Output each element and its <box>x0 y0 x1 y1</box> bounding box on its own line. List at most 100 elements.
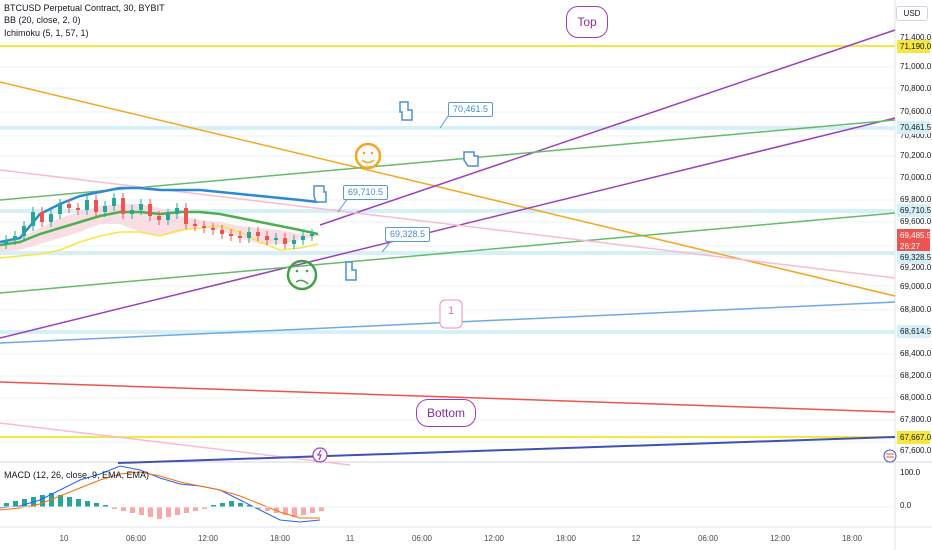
price-tick: 71,000.0 <box>900 62 932 71</box>
macd-histogram-bar <box>157 507 162 519</box>
level-band-70461[interactable] <box>0 126 895 130</box>
macd-histogram-bar <box>22 499 27 507</box>
macd-histogram-bar <box>13 501 18 507</box>
candle <box>22 226 26 236</box>
level-band-68614[interactable] <box>0 330 895 334</box>
hand-pointer-icon <box>313 185 327 203</box>
bb-legend[interactable]: BB (20, close, 2, 0) <box>4 15 81 25</box>
time-tick: 12:00 <box>197 534 219 543</box>
time-tick: 06:00 <box>125 534 147 543</box>
trendline-pink-lower[interactable] <box>0 422 351 466</box>
price-tick: 70,000.0 <box>900 173 932 182</box>
candle <box>49 214 53 222</box>
smiley-orange-icon[interactable] <box>354 142 382 170</box>
candle <box>247 232 251 238</box>
count-marker[interactable] <box>439 299 463 329</box>
candle <box>283 238 287 244</box>
trendline-green-upper[interactable] <box>0 119 896 201</box>
price-tick: 70,600.0 <box>900 107 932 116</box>
macd-histogram-bar <box>292 507 297 517</box>
price-tick: 71,400.0 <box>900 33 932 42</box>
candle <box>193 224 197 226</box>
candlesticks <box>4 193 314 249</box>
time-tick: 18:00 <box>841 534 863 543</box>
macd-histogram-bar <box>121 507 126 511</box>
price-callout-69710[interactable]: 69,710.5 <box>343 185 389 200</box>
candle <box>121 198 125 214</box>
candle <box>274 238 278 240</box>
price-badge-71190: 71,190.0 <box>897 40 931 53</box>
time-tick: 06:00 <box>411 534 433 543</box>
macd-histogram-bar <box>67 497 72 507</box>
trendline-purple-upper[interactable] <box>319 29 896 226</box>
candle <box>238 236 242 238</box>
trend-lines[interactable] <box>0 29 896 466</box>
price-tick: 69,000.0 <box>900 282 932 291</box>
price-badge-70461: 70,461.5 <box>897 121 931 134</box>
confused-face-green-icon[interactable] <box>286 259 318 291</box>
bb-basis <box>0 210 319 247</box>
candle <box>13 236 17 240</box>
trendline-red[interactable] <box>0 381 896 413</box>
trendline-green-lower[interactable] <box>0 212 896 294</box>
ichimoku-legend[interactable]: Ichimoku (5, 1, 57, 1) <box>4 28 89 38</box>
hand-pointer-icon <box>399 101 413 121</box>
flag-icon[interactable] <box>883 449 897 463</box>
candle <box>67 204 71 208</box>
price-tick: 68,200.0 <box>900 371 932 380</box>
time-tick: 11 <box>345 534 355 543</box>
macd-histogram-bar <box>76 499 81 507</box>
hand-pointer-icons[interactable] <box>313 101 479 281</box>
trendline-purple-lower[interactable] <box>0 117 896 339</box>
macd-histogram-bar <box>49 493 54 507</box>
candle <box>4 240 8 244</box>
macd-histogram-bar <box>274 507 279 513</box>
macd-histogram-bar <box>85 501 90 507</box>
price-callout-70461[interactable]: 70,461.5 <box>448 102 494 117</box>
macd-histogram-bar <box>238 503 243 507</box>
macd-legend[interactable]: MACD (12, 26, close, 9, EMA, EMA) <box>4 470 150 480</box>
macd-histogram-bar <box>301 507 306 515</box>
bar-countdown-badge: 26:27 <box>897 240 930 253</box>
price-tick: 68,400.0 <box>900 349 932 358</box>
macd-histogram-bar <box>184 507 189 513</box>
candle <box>265 236 269 240</box>
level-band-69710[interactable] <box>0 209 895 213</box>
price-tick: 70,200.0 <box>900 151 932 160</box>
emoji-markers[interactable] <box>286 142 382 291</box>
callout-tails <box>337 115 449 253</box>
candle <box>40 212 44 222</box>
macd-histogram-bar <box>112 507 117 509</box>
trendline-navy[interactable] <box>117 436 896 464</box>
macd-pane[interactable] <box>4 493 324 519</box>
macd-histogram-bar <box>310 507 315 513</box>
candle <box>256 232 260 236</box>
macd-histogram-bar <box>139 507 144 515</box>
time-tick: 12:00 <box>483 534 505 543</box>
price-badge-69710: 69,710.5 <box>897 204 931 217</box>
time-tick: 18:00 <box>269 534 291 543</box>
candle <box>85 200 89 210</box>
macd-histogram-bar <box>202 507 207 509</box>
candle <box>103 206 107 212</box>
price-tick: 70,800.0 <box>900 84 932 93</box>
bb-upper-band <box>0 186 319 244</box>
price-callout-69328[interactable]: 69,328.5 <box>385 227 431 242</box>
candle <box>31 212 35 226</box>
bottom-bubble[interactable]: Bottom <box>416 399 476 427</box>
top-bubble[interactable]: Top <box>566 6 608 38</box>
grid <box>0 45 895 443</box>
price-tick: 69,200.0 <box>900 263 932 272</box>
price-tick: 68,000.0 <box>900 393 932 402</box>
candle <box>229 234 233 236</box>
count-label: 1 <box>447 305 455 317</box>
candle <box>130 210 134 214</box>
currency-button[interactable]: USD <box>896 6 928 21</box>
macd-histogram-bar <box>166 507 171 517</box>
symbol-legend[interactable]: BTCUSD Perpetual Contract, 30, BYBIT <box>4 3 165 13</box>
macd-line <box>0 465 321 523</box>
macd-histogram-bar <box>247 505 252 507</box>
macd-histogram-bar <box>40 495 45 507</box>
